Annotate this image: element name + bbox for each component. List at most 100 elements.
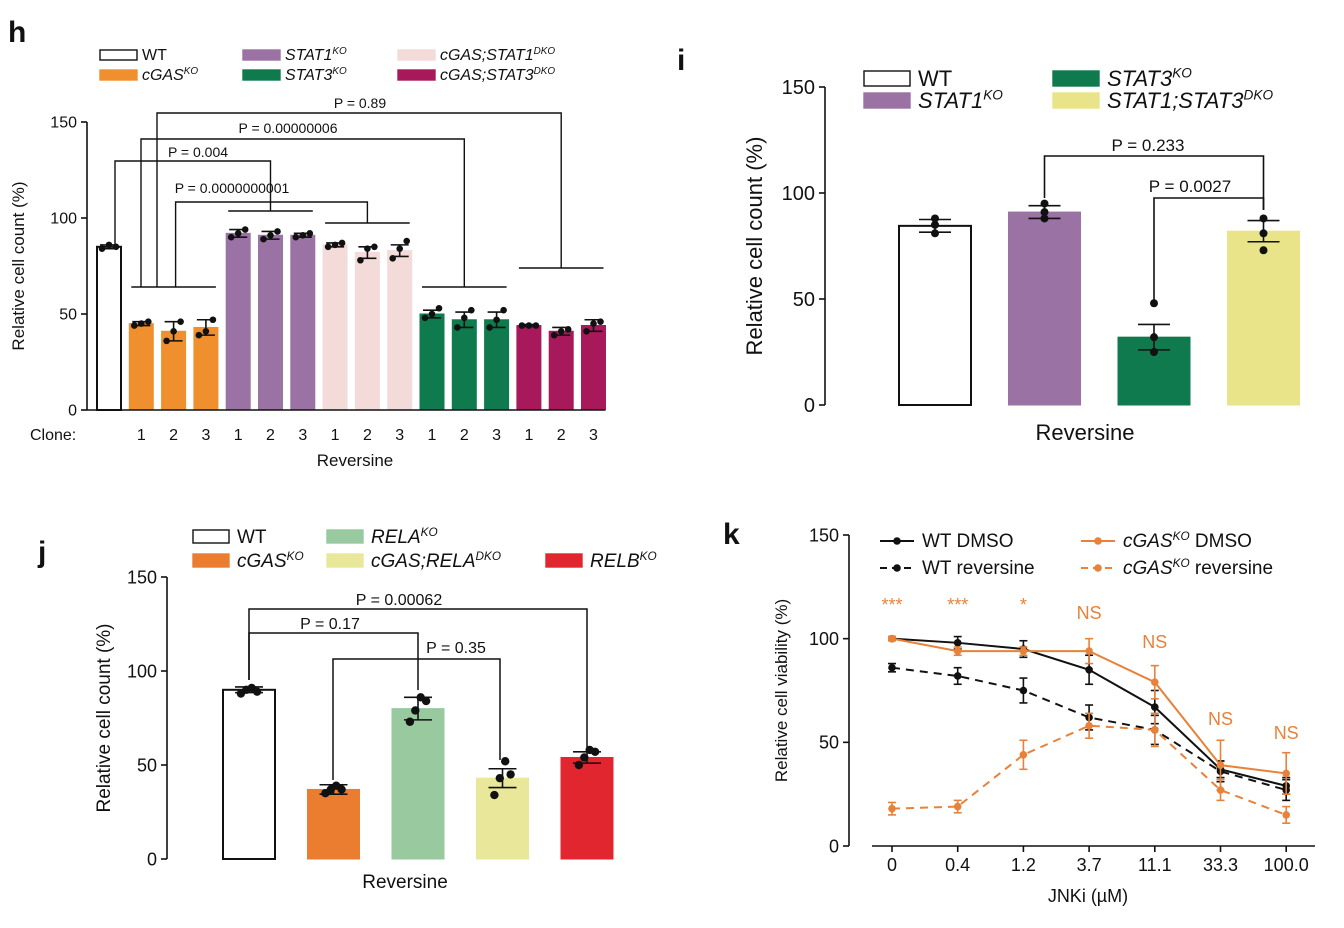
bar [1008, 211, 1081, 406]
panel-label-k: k [723, 518, 740, 551]
legend-swatch [1052, 92, 1100, 109]
data-point [564, 326, 572, 333]
legend-swatch [545, 553, 583, 568]
data-point [177, 318, 184, 325]
data-point [163, 337, 170, 345]
bar [222, 688, 276, 860]
panel-label-h: h [8, 16, 26, 49]
data-point [580, 753, 589, 762]
y-axis-label: Relative cell count (%) [94, 623, 115, 812]
clone-label: 2 [266, 427, 275, 444]
legend-label: WT DMSO [922, 531, 1013, 552]
y-tick-label: 100 [127, 661, 157, 681]
bar [476, 777, 529, 860]
x-tick-label: 0 [887, 855, 897, 875]
y-axis-label: Relative cell viability (%) [772, 599, 791, 782]
bar [354, 252, 380, 411]
clone-label: 3 [395, 427, 404, 444]
clone-label: 2 [363, 427, 372, 444]
y-tick-label: 0 [804, 395, 815, 417]
data-point [138, 320, 145, 327]
bar [419, 313, 445, 411]
bar [1227, 230, 1300, 406]
legend-marker [1094, 537, 1102, 545]
legend-swatch [397, 69, 436, 81]
significance-bracket [1153, 197, 1265, 305]
data-point [421, 696, 431, 706]
data-point [1151, 703, 1159, 711]
data-point [1151, 678, 1159, 687]
legend-label: RELBKO [590, 550, 657, 572]
bar [225, 232, 251, 411]
legend-label: WT reversine [922, 558, 1035, 579]
p-value-label: P = 0.233 [1112, 136, 1185, 155]
legend-label: STAT3KO [285, 66, 347, 84]
data-point [506, 770, 515, 779]
clone-label: 3 [201, 427, 210, 444]
p-value-label: P = 0.35 [426, 640, 486, 657]
legend-swatch [863, 92, 911, 109]
clone-label: 2 [557, 427, 566, 444]
data-point [1085, 721, 1093, 730]
data-point [590, 747, 600, 757]
legend-swatch [397, 49, 436, 61]
data-point [888, 634, 896, 643]
significance-label: NS [1208, 709, 1233, 729]
data-point [1282, 811, 1290, 819]
legend-label: cGAS;STAT1DKO [440, 46, 555, 64]
bar [387, 250, 413, 411]
clone-label: 1 [137, 427, 146, 444]
data-point [490, 790, 499, 800]
data-point [405, 717, 415, 726]
data-point [1019, 750, 1028, 759]
data-point [1259, 246, 1268, 255]
bar [307, 788, 360, 860]
legend-swatch [242, 49, 281, 61]
legend-swatch [326, 553, 364, 568]
p-value-label: P = 0.17 [300, 616, 360, 633]
y-tick-label: 150 [127, 567, 157, 587]
x-tick-label: 0.4 [945, 855, 970, 875]
significance-label: NS [1142, 632, 1167, 652]
y-tick-label: 100 [809, 629, 839, 649]
y-tick-label: 150 [50, 115, 77, 132]
p-value-label: P = 0.004 [168, 144, 228, 160]
data-point [500, 306, 507, 314]
data-point [888, 663, 896, 672]
bar [290, 234, 316, 411]
bar [516, 325, 542, 411]
y-tick-label: 50 [819, 733, 839, 753]
clone-label: 3 [589, 427, 598, 444]
legend-swatch [242, 69, 281, 81]
legend-swatch [326, 529, 364, 544]
legend-label: STAT1KO [918, 88, 1003, 113]
clone-label: 1 [428, 427, 437, 444]
significance-bracket [140, 138, 465, 287]
bar [560, 756, 614, 860]
data-point [583, 327, 590, 335]
x-axis-label: Reversine [317, 451, 394, 470]
data-point [1216, 761, 1225, 769]
legend-label: WT [142, 47, 167, 64]
data-point [1040, 214, 1049, 223]
panel-i: 0 50 100 150 Relative cell count (%) Reversin… [742, 66, 1300, 445]
panel-k: 0 50 100 150 Relative cell viability (%) 0 0.4… [772, 525, 1315, 906]
data-point [337, 785, 346, 794]
data-point [227, 233, 235, 241]
significance-bracket [174, 201, 369, 287]
bar [96, 245, 122, 411]
data-point [1259, 229, 1268, 238]
data-point [1040, 208, 1049, 217]
significance-bracket [332, 658, 501, 780]
data-point [518, 322, 526, 329]
data-point [145, 318, 152, 325]
p-value-label: P = 0.0027 [1149, 177, 1231, 196]
data-point [1151, 726, 1159, 734]
data-point [574, 760, 584, 770]
bar [258, 234, 283, 411]
data-point [428, 310, 436, 318]
data-point [1019, 686, 1028, 695]
panel-j: 0 50 100 150 Relative cell count (%) Reversin… [94, 526, 657, 893]
panel-label-j: j [37, 536, 46, 569]
clone-label: 1 [524, 427, 533, 444]
